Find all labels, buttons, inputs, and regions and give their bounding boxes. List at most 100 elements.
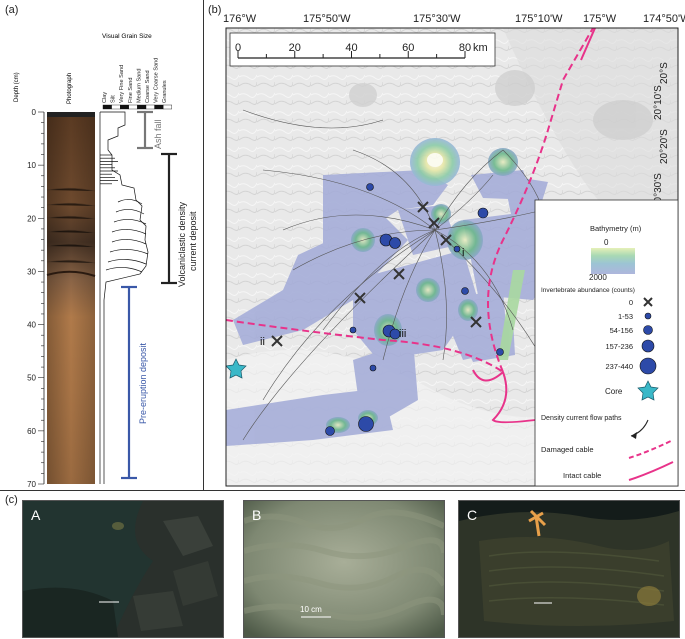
legend-abundance-label: 1-53 xyxy=(618,312,633,321)
legend-abundance-label: 237-440 xyxy=(605,362,633,371)
core-location-star xyxy=(226,358,247,379)
grain-size-label: Fine Sand xyxy=(128,78,134,104)
map-legend: Bathymetry (m) 0 2000 Invertebrate abund… xyxy=(534,199,679,487)
vdc-label-line2: current deposit xyxy=(188,211,198,271)
legend-abundance-title-line: Invertebrate abundance (counts) xyxy=(541,287,635,294)
longitude-tick-label: 175°50'W xyxy=(303,13,351,25)
legend-core-label: Core xyxy=(605,387,623,396)
grain-size-bar-segment xyxy=(137,104,147,110)
core-laminations xyxy=(46,187,96,264)
legend-intact-cable-label: Intact cable xyxy=(563,471,601,480)
photo-b-scale-label: 10 cm xyxy=(300,605,322,614)
longitude-tick-label: 174°50'W xyxy=(643,13,685,25)
panel-b-letter: (b) xyxy=(208,4,222,16)
depth-tick-label: 10 xyxy=(27,161,36,170)
panel-a-letter: (a) xyxy=(5,4,19,16)
legend-abundance-circle xyxy=(644,312,652,320)
core-contact xyxy=(46,270,96,277)
lithologic-log xyxy=(99,111,149,484)
depth-tick-label: 60 xyxy=(27,427,36,436)
scale-tick-label: 40 xyxy=(345,42,357,54)
legend-bathymetry-ramp xyxy=(591,248,635,274)
vdc-bracket xyxy=(161,152,177,285)
photo-c-letter: C xyxy=(467,507,478,523)
legend-zero-marker xyxy=(643,297,653,307)
panel-c-letter: (c) xyxy=(5,494,18,506)
seafloor-photo-c: C xyxy=(458,500,680,638)
invertebrate-abundance-markers xyxy=(325,183,504,436)
legend-abundance-circle xyxy=(639,357,657,375)
grain-size-scale-bar xyxy=(102,104,172,110)
depth-tick-label: 0 xyxy=(32,108,37,117)
legend-core-star xyxy=(637,380,659,401)
legend-bathymetry-title: Bathymetry (m) xyxy=(590,224,642,233)
latitude-tick-label: 20°10'S xyxy=(653,85,664,120)
legend-flow-label: Density current flow paths xyxy=(541,415,622,422)
grain-size-title: Visual Grain Size xyxy=(102,33,152,40)
longitude-tick-label: 175°W xyxy=(583,13,617,25)
legend-abundance-label: 157-236 xyxy=(605,342,633,351)
damaged-cable xyxy=(226,28,594,373)
grain-size-label: Coarse Sand xyxy=(145,70,151,103)
core-log-figure: Depth (cm) Photograph Visual Grain Size … xyxy=(14,33,198,489)
depth-tick-label: 30 xyxy=(27,267,36,276)
scale-unit: km xyxy=(473,42,488,54)
legend-abundance-label: 54-156 xyxy=(610,326,633,335)
latitude-tick-label: 20°30'S xyxy=(653,173,664,208)
bathymetry-map: i ii iii 176°W 175°50'W 175°30'W 175°10'W 17… xyxy=(223,13,685,487)
grain-size-label: Silt xyxy=(111,95,117,103)
grain-size-bar-segment xyxy=(128,104,138,110)
grain-size-bar-segment xyxy=(162,104,172,110)
scale-tick-label: 80 xyxy=(459,42,471,54)
grain-size-label: Granules xyxy=(162,80,168,103)
flow-paths xyxy=(242,109,544,441)
depth-axis: 0 10 20 30 40 50 60 70 xyxy=(27,108,45,489)
grain-size-label: Clay xyxy=(102,92,108,103)
photo-b-letter: B xyxy=(252,507,262,523)
depth-tick-label: 40 xyxy=(27,321,36,330)
longitude-tick-label: 175°30'W xyxy=(413,13,461,25)
photograph-label: Photograph xyxy=(67,73,73,104)
photo-a-letter: A xyxy=(31,507,41,523)
longitude-tick-label: 176°W xyxy=(223,13,257,25)
grain-size-label: Very Coarse Sand xyxy=(154,58,160,103)
legend-abundance-circle xyxy=(641,339,655,353)
site-label-i: i xyxy=(462,247,464,259)
scale-bar: 0 20 40 60 80 km xyxy=(229,32,496,67)
pre-eruption-label: Pre-eruption deposit xyxy=(138,342,148,424)
vdc-label-line1: Volcaniclastic density xyxy=(177,201,187,287)
longitude-tick-label: 175°10'W xyxy=(515,13,563,25)
panel-divider-vertical xyxy=(203,0,204,490)
legend-abundance-label: 0 xyxy=(629,298,633,307)
legend-damaged-cable-label: Damaged cable xyxy=(541,445,594,454)
legend-abundance-circle xyxy=(643,325,653,335)
grain-size-bar-segment xyxy=(145,104,155,110)
depth-tick-label: 70 xyxy=(27,480,36,489)
site-label-iii: iii xyxy=(399,328,406,340)
site-label-ii: ii xyxy=(260,336,265,348)
seafloor-photo-a: A xyxy=(22,500,224,638)
panel-divider-horizontal xyxy=(0,490,685,491)
depth-tick-label: 50 xyxy=(27,374,36,383)
grain-size-bar-segment xyxy=(119,104,129,110)
ash-fall-bracket xyxy=(137,110,153,150)
grain-size-labels: Clay Silt Very Fine Sand Fine Sand Medium Sa… xyxy=(102,58,168,103)
grain-size-label: Medium Sand xyxy=(136,68,142,103)
longitude-labels: 176°W 175°50'W 175°30'W 175°10'W 175°W 174°50… xyxy=(223,13,685,25)
pre-eruption-bracket xyxy=(121,285,137,480)
latitude-tick-label: 20°20'S xyxy=(659,129,670,164)
scale-tick-label: 20 xyxy=(289,42,301,54)
scale-tick-label: 60 xyxy=(402,42,414,54)
grain-size-label: Very Fine Sand xyxy=(119,65,125,103)
scale-tick-label: 0 xyxy=(235,42,241,54)
ash-fall-label: Ash fall xyxy=(153,119,163,149)
depth-tick-label: 20 xyxy=(27,214,36,223)
grain-size-bar-segment xyxy=(102,104,112,110)
seafloor-photo-b: B 10 cm xyxy=(243,500,445,638)
legend-bathymetry-max: 2000 xyxy=(589,273,607,282)
legend-bathymetry-min: 0 xyxy=(604,238,609,247)
grain-size-bar-segment xyxy=(154,104,164,110)
invertebrate-zero-markers xyxy=(271,201,482,347)
grain-size-bar-segment xyxy=(111,104,121,110)
latitude-tick-label: 20°S xyxy=(659,62,670,84)
